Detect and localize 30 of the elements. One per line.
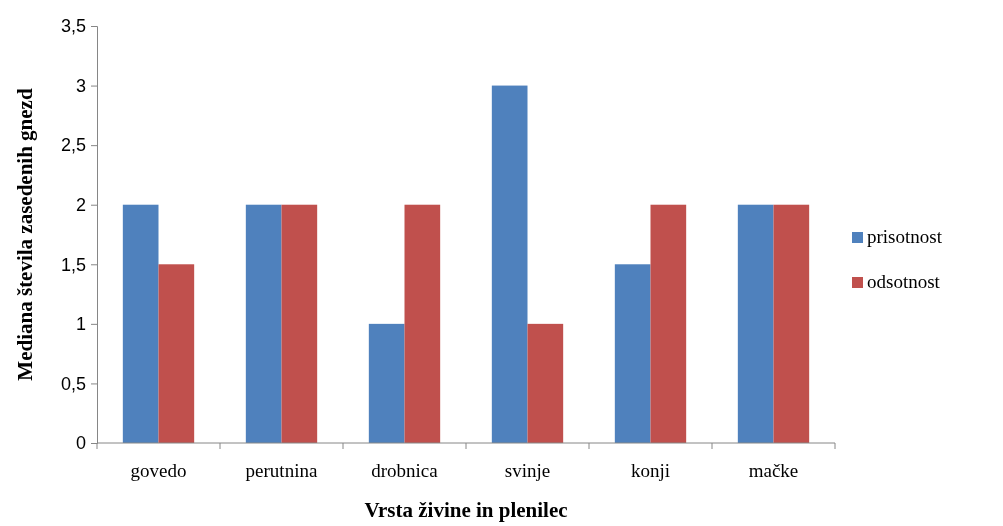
y-tick-label: 1: [75, 314, 86, 335]
y-tick-label: 2,5: [60, 135, 86, 156]
x-tick-label: govedo: [130, 460, 187, 481]
legend-label: prisotnost: [867, 226, 943, 247]
bar: [158, 264, 195, 443]
y-tick-label: 0,5: [60, 373, 86, 394]
x-tick-label: konji: [630, 460, 671, 481]
x-tick-label: perutnina: [245, 460, 318, 481]
x-tick-label: svinje: [504, 460, 551, 481]
bar: [650, 204, 687, 443]
bar: [245, 204, 282, 443]
y-tick-label: 0: [75, 433, 86, 454]
bar: [122, 204, 159, 443]
y-tick-label: 3: [75, 75, 86, 96]
y-tick-label: 3,5: [60, 16, 86, 37]
x-axis-title: Vrsta živine in plenilec: [364, 498, 568, 522]
y-tick-label: 2: [75, 194, 86, 215]
bar: [773, 204, 810, 443]
bar: [614, 264, 651, 443]
legend-label: odsotnost: [867, 271, 941, 292]
x-tick-label: mačke: [748, 460, 799, 481]
bar: [491, 85, 528, 443]
x-tick-label: drobnica: [371, 460, 439, 481]
bar: [368, 323, 405, 443]
bar: [281, 204, 318, 443]
y-tick-label: 1,5: [60, 254, 86, 275]
bar: [404, 204, 441, 443]
y-axis-title: Mediana števila zasedenih gnezd: [13, 88, 37, 381]
bar: [527, 323, 564, 443]
bar: [737, 204, 774, 443]
